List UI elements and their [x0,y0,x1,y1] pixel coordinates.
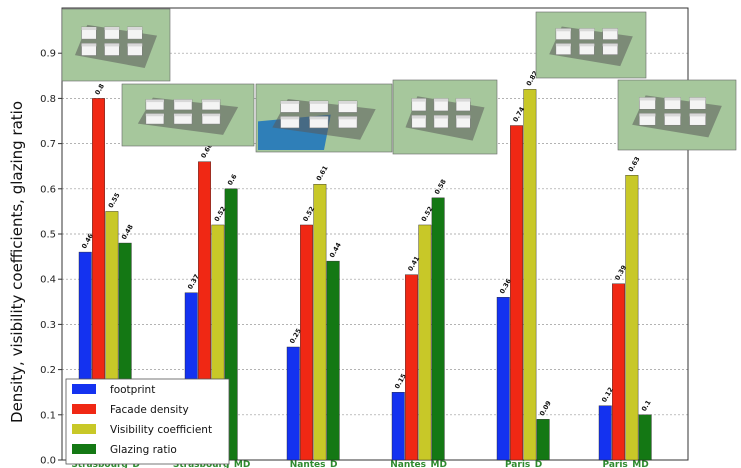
legend-label-facade-density: Facade density [110,404,189,416]
bar-paris-md-facade-density [612,283,625,461]
y-tick-label: 0.6 [40,184,56,195]
legend-swatch-footprint [72,384,96,394]
thumbnails [61,8,737,155]
thumbnail-city-model-strasbourg-d [61,8,171,82]
y-tick-label: 0.3 [40,320,56,331]
y-axis-label: Density, visibility coefficients, glazin… [8,101,26,423]
bar-paris-d-footprint [496,297,510,461]
bar-nantes-d-visibility-coefficient [313,184,327,461]
bar-paris-md-visibility-coefficient [625,175,639,461]
y-tick-label: 0.1 [40,410,56,421]
bar-nantes-d-facade-density [300,224,313,461]
bars [78,89,652,461]
bar-paris-d-facade-density [510,125,523,461]
bar-paris-md-glazing-ratio [638,414,652,461]
y-tick-label: 0.0 [40,456,56,467]
y-tick-label: 0.2 [40,365,56,376]
y-tick-label: 0.8 [40,94,56,105]
x-tick-label: Nantes_MD [390,460,447,468]
y-tick-label: 0.7 [40,139,56,150]
bar-nantes-md-facade-density [405,274,418,461]
thumbnail-city-model-nantes-md [392,79,498,155]
legend-swatch-glazing-ratio [72,444,96,454]
bar-nantes-md-visibility-coefficient [418,224,432,461]
legend-label-glazing-ratio: Glazing ratio [110,444,177,456]
bar-nantes-d-footprint [286,346,300,461]
x-tick-label: Paris_D [505,460,542,468]
y-tick-label: 0.9 [40,49,56,60]
bar-paris-d-glazing-ratio [536,419,550,461]
x-tick-label: Paris_MD [602,460,648,468]
bar-nantes-md-footprint [391,392,405,461]
bar-paris-md-footprint [598,405,612,461]
x-tick-label: Nantes_D [290,460,338,468]
bar-nantes-d-glazing-ratio [326,260,340,461]
y-axis: 0.0 0.1 0.2 0.3 0.4 0.5 0.6 0.7 0.8 0.9 [40,49,62,467]
y-tick-label: 0.5 [40,230,56,241]
thumbnail-city-model-paris-d [535,11,647,79]
legend-swatch-facade-density [72,404,96,414]
legend: footprint Facade density Visibility coeffi… [65,378,230,465]
bar-paris-d-visibility-coefficient [523,89,537,461]
legend-swatch-visibility-coefficient [72,424,96,434]
thumbnail-city-model-nantes-d [255,83,393,153]
legend-label-visibility-coefficient: Visibility coefficient [110,424,212,436]
thumbnail-city-model-paris-md [617,79,737,151]
legend-label-footprint: footprint [110,384,155,396]
y-tick-label: 0.4 [40,275,56,286]
thumbnail-city-model-strasbourg-md [121,83,255,147]
bar-nantes-md-glazing-ratio [431,197,445,461]
